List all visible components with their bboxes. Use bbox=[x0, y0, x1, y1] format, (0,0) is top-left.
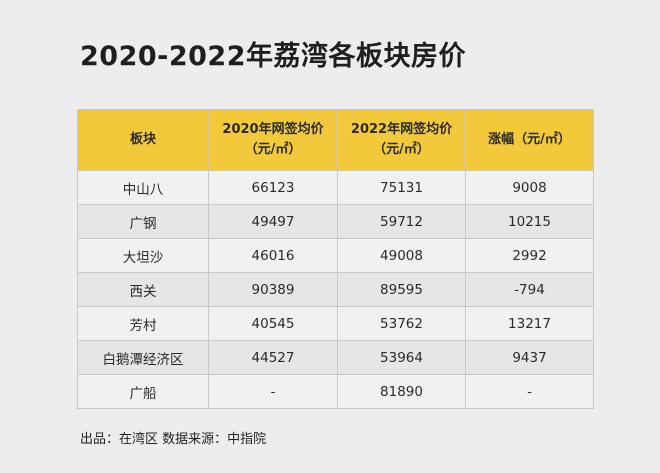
value-cell: 75131 bbox=[337, 170, 466, 205]
row-label-cell: 中山八 bbox=[77, 170, 209, 205]
table-row: 白鹅潭经济区 44527 53964 9437 bbox=[77, 340, 594, 375]
row-label-cell: 芳村 bbox=[77, 306, 209, 341]
value-cell: 9008 bbox=[465, 170, 594, 205]
table-header: 板块 2020年网签均价 （元/㎡） 2022年网签均价 （元/㎡） 涨幅（元/㎡） bbox=[77, 109, 594, 171]
table-row: 中山八 66123 75131 9008 bbox=[77, 170, 594, 205]
value-cell: 49497 bbox=[208, 204, 338, 239]
table-row: 广船 -81890- bbox=[77, 374, 594, 409]
value-cell: 53762 bbox=[337, 306, 466, 341]
value-cell: 2992 bbox=[465, 238, 594, 273]
table-body: 中山八 66123 75131 9008 广钢 49497 59712 10215 大坦沙 460… bbox=[77, 170, 594, 409]
table-row: 芳村 40545 53762 13217 bbox=[77, 306, 594, 341]
value-cell: - bbox=[465, 374, 594, 409]
value-cell: 13217 bbox=[465, 306, 594, 341]
table-row: 广钢 49497 59712 10215 bbox=[77, 204, 594, 239]
value-cell: 81890 bbox=[337, 374, 466, 409]
table-row: 西关 90389 89595 -794 bbox=[77, 272, 594, 307]
value-cell: -794 bbox=[465, 272, 594, 307]
column-header: 涨幅（元/㎡） bbox=[465, 109, 594, 171]
row-label-cell: 白鹅潭经济区 bbox=[77, 340, 209, 375]
value-cell: 40545 bbox=[208, 306, 338, 341]
value-cell: 59712 bbox=[337, 204, 466, 239]
row-label-cell: 大坦沙 bbox=[77, 238, 209, 273]
row-label-cell: 西关 bbox=[77, 272, 209, 307]
value-cell: 49008 bbox=[337, 238, 466, 273]
row-label-cell: 广钢 bbox=[77, 204, 209, 239]
value-cell: 46016 bbox=[208, 238, 338, 273]
header-row: 板块 2020年网签均价 （元/㎡） 2022年网签均价 （元/㎡） 涨幅（元/㎡） bbox=[77, 109, 594, 171]
value-cell: 90389 bbox=[208, 272, 338, 307]
value-cell: 10215 bbox=[465, 204, 594, 239]
row-label-cell: 广船 bbox=[77, 374, 209, 409]
value-cell: 9437 bbox=[465, 340, 594, 375]
column-header: 板块 bbox=[77, 109, 209, 171]
value-cell: 53964 bbox=[337, 340, 466, 375]
column-header: 2022年网签均价 （元/㎡） bbox=[337, 109, 466, 171]
table-row: 大坦沙 46016 49008 2992 bbox=[77, 238, 594, 273]
value-cell: 66123 bbox=[208, 170, 338, 205]
value-cell: 89595 bbox=[337, 272, 466, 307]
source-note: 出品：在湾区 数据来源：中指院 bbox=[80, 432, 267, 447]
column-header: 2020年网签均价 （元/㎡） bbox=[208, 109, 338, 171]
price-table: 板块 2020年网签均价 （元/㎡） 2022年网签均价 （元/㎡） 涨幅（元/㎡） 中山… bbox=[77, 109, 594, 409]
value-cell: - bbox=[208, 374, 338, 409]
page-title: 2020-2022年荔湾各板块房价 bbox=[80, 41, 466, 72]
value-cell: 44527 bbox=[208, 340, 338, 375]
